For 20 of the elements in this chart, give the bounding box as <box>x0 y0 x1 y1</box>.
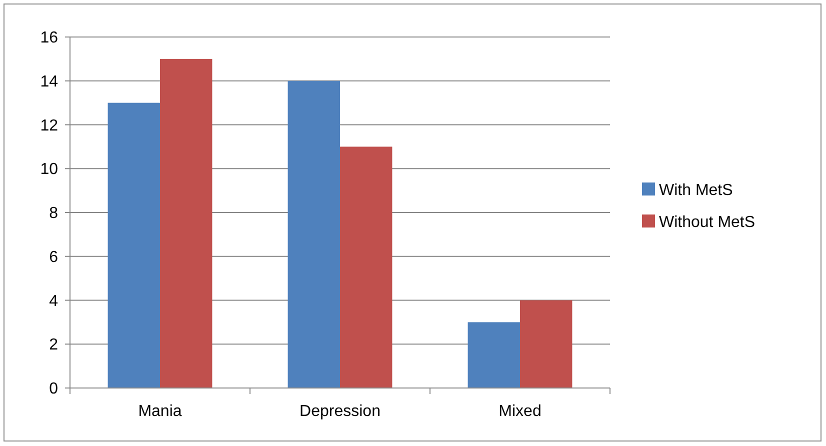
y-tick-label: 10 <box>40 161 58 178</box>
bar <box>520 300 572 388</box>
y-tick-label: 8 <box>49 205 58 222</box>
bar <box>108 102 160 388</box>
bar <box>468 322 520 388</box>
y-tick-label: 2 <box>49 336 58 354</box>
bar <box>288 80 340 388</box>
y-tick-label: 14 <box>40 73 58 90</box>
y-tick-label: 6 <box>49 248 58 266</box>
bar <box>160 58 212 388</box>
y-tick-label: 4 <box>49 292 58 310</box>
legend-label: Without MetS <box>659 214 756 232</box>
y-tick-label: 16 <box>40 30 58 47</box>
x-tick-label: Mania <box>138 403 182 420</box>
x-tick-label: Depression <box>300 403 380 420</box>
y-tick-label: 12 <box>40 117 58 134</box>
bar <box>340 146 392 388</box>
legend-label: With MetS <box>659 182 733 200</box>
y-tick-label: 0 <box>49 380 58 398</box>
x-tick-label: Mixed <box>498 403 542 420</box>
